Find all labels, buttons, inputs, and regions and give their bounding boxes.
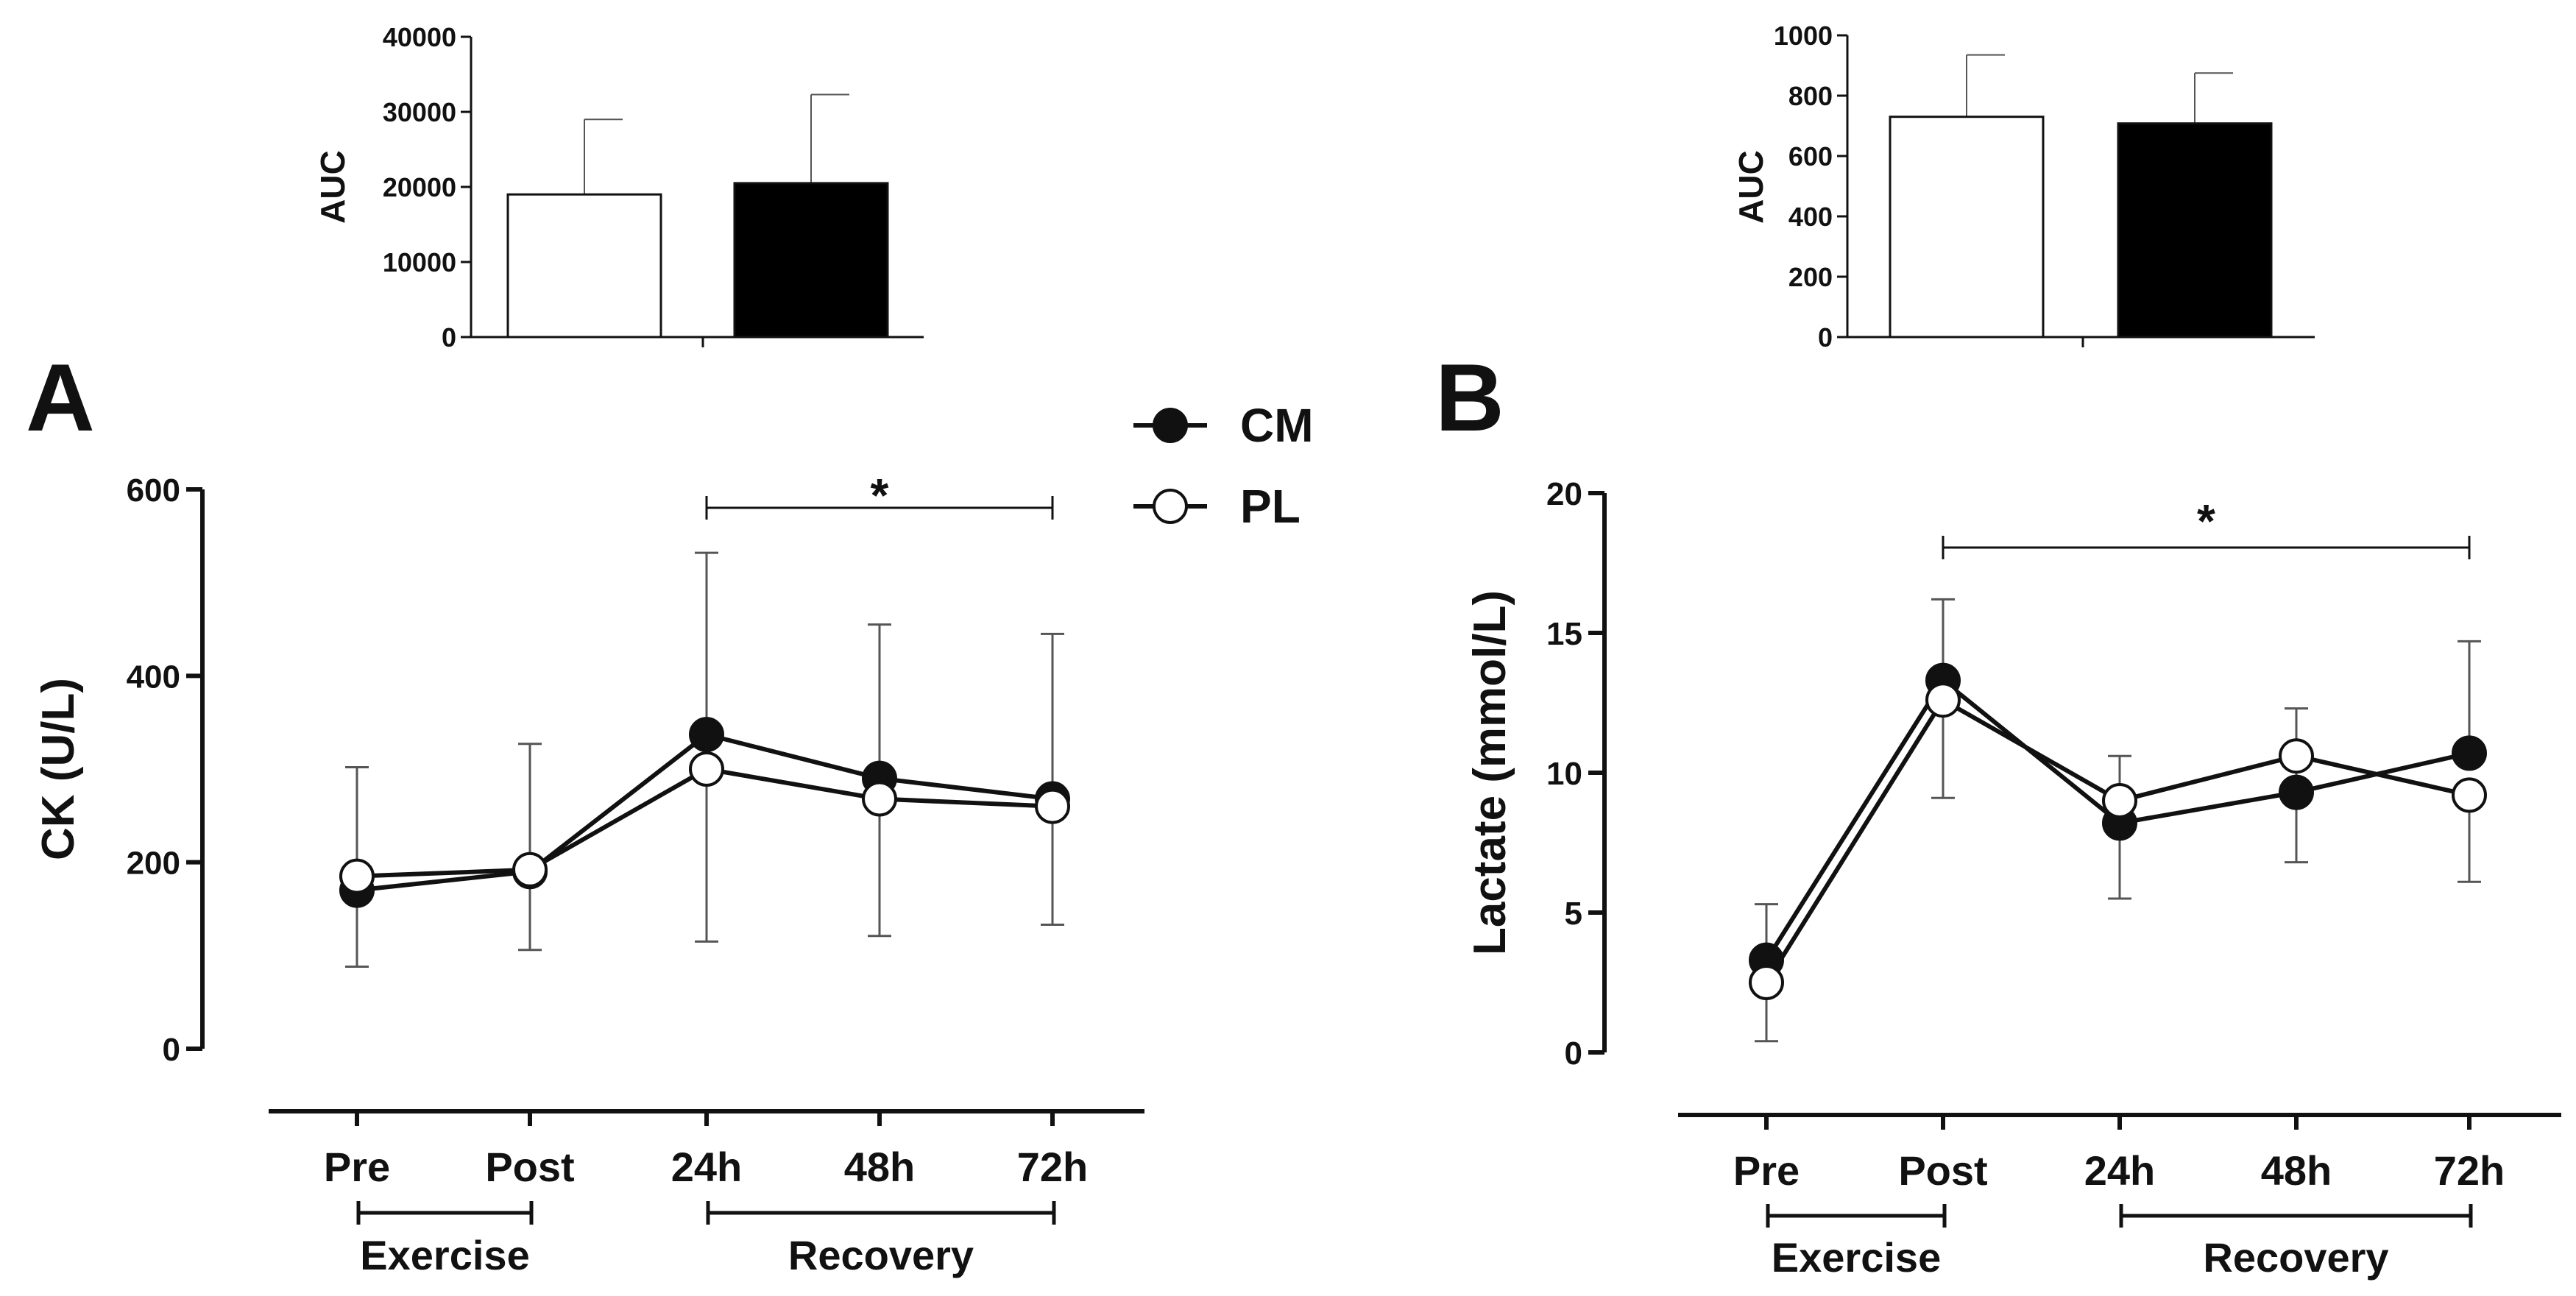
legend-cm-marker <box>1153 408 1188 443</box>
group-label: Exercise <box>360 1232 529 1278</box>
x-tick-label: 48h <box>844 1144 916 1190</box>
group-label: Exercise <box>1772 1234 1941 1281</box>
data-point-pl <box>1925 682 1961 718</box>
group-label: Recovery <box>788 1232 974 1278</box>
inset-bar-pl <box>506 193 662 339</box>
y-tick-label: 10 <box>1546 756 1582 792</box>
legend: CM PL <box>1133 399 1314 533</box>
x-tick-label: 48h <box>2261 1147 2332 1194</box>
inset-y-tick-label: 10000 <box>383 247 456 277</box>
y-axis-title: CK (U/L) <box>33 678 84 860</box>
inset-y-tick-label: 400 <box>1788 202 1833 232</box>
inset-y-tick-label: 800 <box>1788 81 1833 111</box>
inset-y-tick-label: 20000 <box>383 172 456 202</box>
group-label: Recovery <box>2203 1234 2388 1281</box>
x-tick-label: 72h <box>2434 1147 2505 1194</box>
x-tick-label: 24h <box>2084 1147 2156 1194</box>
legend-cm-label: CM <box>1240 399 1314 452</box>
inset-y-axis-title: AUC <box>1732 150 1770 224</box>
y-tick-label: 5 <box>1565 896 1582 932</box>
data-point-cm <box>689 717 724 753</box>
inset-bar-chart: 0 200 400 600 800 1000 AUC <box>1732 21 2315 353</box>
inset-bar-cm <box>733 182 889 339</box>
x-tick-label: Post <box>1898 1147 1987 1194</box>
inset-y-tick-label: 600 <box>1788 141 1833 171</box>
data-point-pl <box>339 858 375 894</box>
x-tick-label: Post <box>485 1144 574 1190</box>
data-point-pl <box>2102 783 2137 818</box>
significance-marker: * <box>871 469 889 522</box>
y-tick-label: 200 <box>127 846 180 882</box>
y-tick-label: 0 <box>1565 1035 1582 1072</box>
data-point-pl <box>1035 788 1070 824</box>
inset-y-tick-label: 0 <box>1818 322 1833 353</box>
data-point-pl <box>1749 965 1784 1000</box>
panel-a: A 0 200 400 600 CK (U/L) Pre Post 24h 48h 72h Exerc… <box>26 22 1144 1278</box>
data-point-pl <box>512 851 548 888</box>
x-tick-label: Pre <box>324 1144 390 1190</box>
y-tick-label: 0 <box>163 1032 180 1068</box>
inset-bar-pl <box>1889 116 2045 339</box>
panel-letter: B <box>1435 344 1504 451</box>
panel-b: B 0 5 10 15 20 Lactate (mmol/L) Pre Post 24h 48h 72… <box>1435 21 2561 1281</box>
data-point-cm <box>2452 735 2487 771</box>
inset-y-axis-title: AUC <box>314 150 352 224</box>
significance-marker: * <box>2197 495 2215 548</box>
inset-y-tick-label: 200 <box>1788 262 1833 292</box>
data-point-pl <box>2452 777 2487 813</box>
y-tick-label: 20 <box>1546 476 1582 512</box>
inset-y-tick-label: 1000 <box>1774 21 1833 51</box>
inset-y-tick-label: 40000 <box>383 22 456 52</box>
legend-pl-marker <box>1153 489 1188 524</box>
data-point-pl <box>2279 738 2314 774</box>
series-line-pl <box>1764 697 2470 984</box>
legend-pl-label: PL <box>1240 480 1301 533</box>
x-tick-label: 72h <box>1017 1144 1089 1190</box>
data-point-pl <box>689 751 724 787</box>
inset-y-tick-label: 0 <box>442 322 456 353</box>
inset-y-tick-label: 30000 <box>383 97 456 127</box>
data-point-pl <box>862 781 897 817</box>
y-tick-label: 600 <box>127 472 180 509</box>
y-tick-label: 15 <box>1546 616 1582 652</box>
x-tick-label: 24h <box>671 1144 743 1190</box>
panel-letter: A <box>26 344 95 451</box>
x-tick-label: Pre <box>1733 1147 1800 1194</box>
y-axis-title: Lactate (mmol/L) <box>1465 590 1515 955</box>
y-tick-label: 400 <box>127 659 180 695</box>
inset-bar-cm <box>2117 122 2273 339</box>
data-point-cm <box>2279 774 2314 810</box>
inset-bar-chart: 0 10000 20000 30000 40000 AUC <box>314 22 924 353</box>
